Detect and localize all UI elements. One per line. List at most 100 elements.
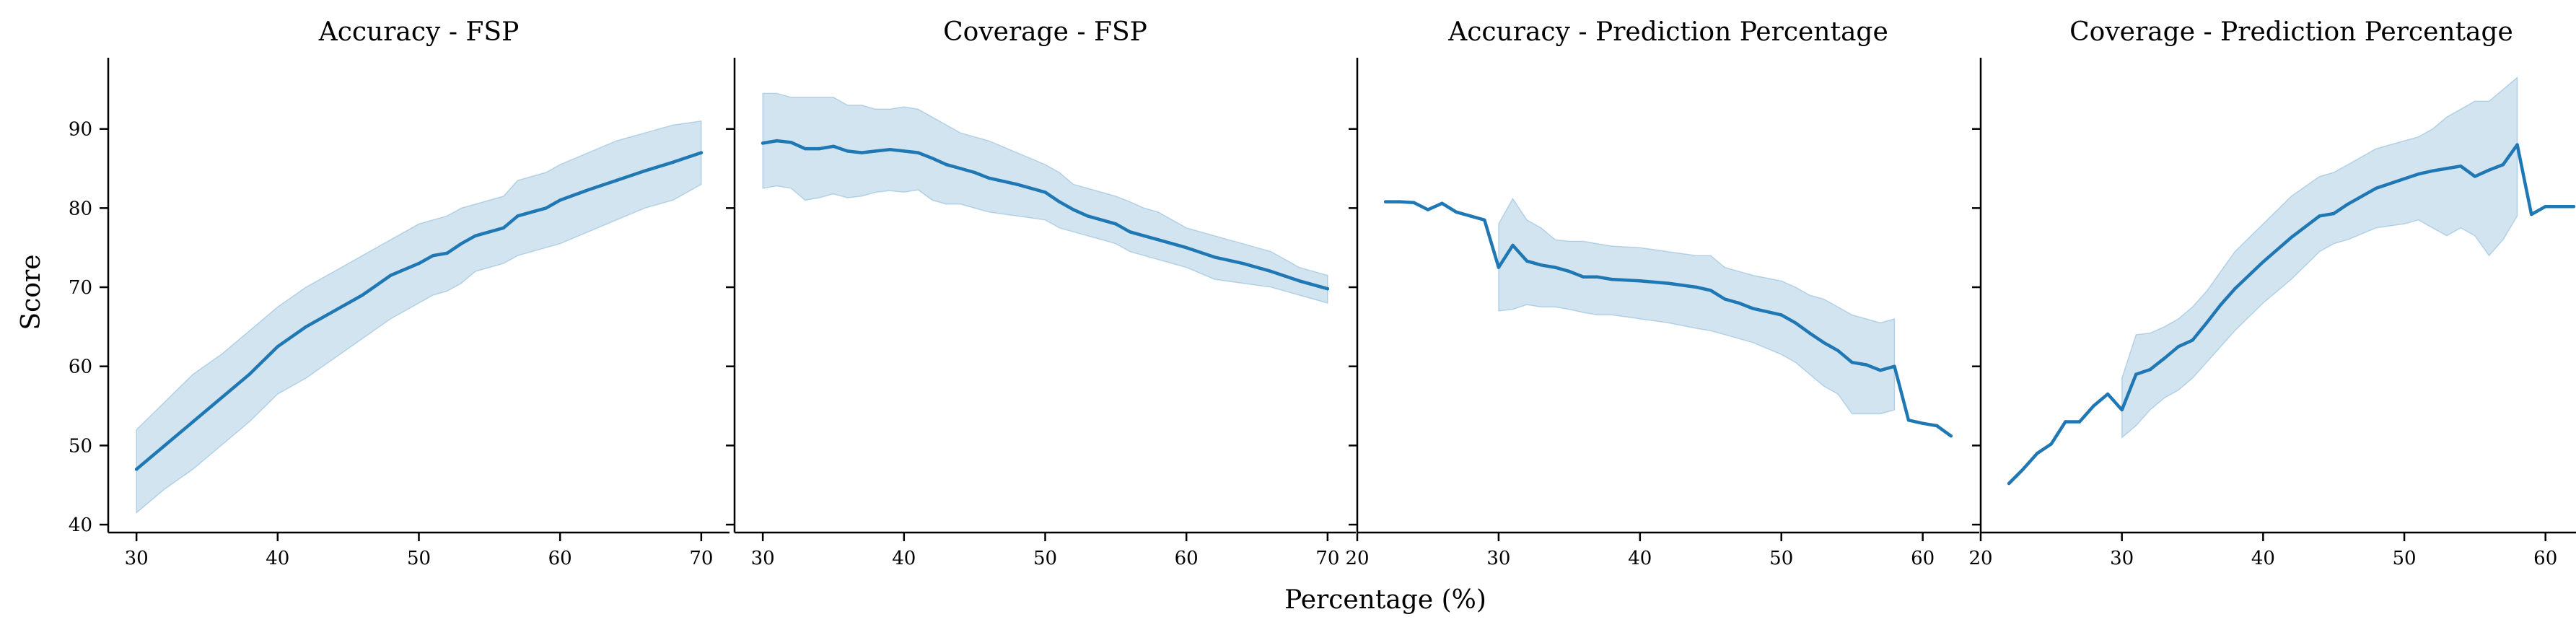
data-point: [1100, 218, 1104, 222]
data-point: [945, 162, 948, 167]
data-point: [2120, 408, 2124, 412]
data-point: [2572, 205, 2576, 209]
data-point: [2332, 211, 2336, 216]
y-tick-label: 90: [69, 119, 92, 141]
panel-title: Coverage - FSP: [943, 17, 1147, 47]
data-point: [1610, 277, 1613, 281]
x-tick-label: 30: [751, 548, 775, 569]
data-point: [1086, 214, 1090, 218]
data-point: [643, 169, 647, 172]
data-point: [1794, 321, 1797, 325]
data-point: [530, 210, 534, 214]
data-point: [2036, 452, 2039, 455]
data-point: [1057, 200, 1061, 203]
data-point: [2233, 287, 2237, 291]
data-point: [1398, 200, 1402, 203]
data-point: [2092, 404, 2095, 408]
x-tick-label: 40: [266, 548, 289, 569]
data-point: [831, 144, 836, 148]
data-point: [191, 420, 195, 424]
data-point: [916, 151, 920, 154]
data-point: [361, 293, 364, 297]
data-point: [1483, 218, 1486, 222]
x-tick-label: 50: [2392, 548, 2416, 569]
data-point: [501, 226, 506, 229]
data-point: [2530, 212, 2533, 216]
panel-title: Accuracy - FSP: [318, 17, 520, 47]
data-point: [1638, 279, 1642, 283]
data-point: [987, 176, 991, 180]
confidence-band: [136, 120, 702, 514]
data-point: [1426, 208, 1430, 211]
panel-title: Coverage - Prediction Percentage: [2069, 17, 2513, 47]
data-point: [1511, 243, 1515, 248]
data-point: [1539, 263, 1543, 267]
data-point: [2558, 205, 2562, 209]
data-point: [1384, 200, 1388, 203]
data-point: [2515, 143, 2519, 146]
data-point: [1666, 281, 1670, 285]
data-point: [1850, 361, 1854, 364]
x-tick-label: 40: [1628, 548, 1652, 569]
data-point: [2148, 367, 2152, 372]
data-point: [2219, 303, 2222, 307]
data-point: [134, 468, 139, 471]
x-tick-label: 30: [2110, 548, 2134, 569]
data-point: [2374, 186, 2378, 190]
x-tick-label: 20: [1968, 548, 1992, 569]
data-point: [1836, 349, 1840, 352]
data-point: [846, 149, 849, 153]
data-point: [2064, 420, 2067, 424]
data-point: [2007, 481, 2011, 486]
data-point: [2346, 202, 2349, 206]
data-point: [2204, 321, 2209, 325]
data-point: [1709, 289, 1712, 292]
x-tick-label: 40: [892, 548, 916, 569]
x-tick-label: 60: [548, 548, 572, 569]
data-point: [1822, 341, 1826, 344]
data-point: [417, 261, 421, 266]
data-point: [1935, 424, 1939, 428]
data-point: [699, 151, 704, 154]
data-point: [2134, 372, 2138, 376]
data-point: [1582, 275, 1585, 279]
x-tick-label: 50: [1769, 548, 1793, 569]
data-point: [1554, 266, 1557, 269]
data-point: [2318, 214, 2321, 218]
data-point: [1878, 369, 1883, 372]
data-point: [219, 396, 223, 400]
data-point: [2261, 260, 2265, 264]
data-point: [2163, 356, 2166, 360]
data-point: [1142, 234, 1146, 237]
x-tick-label: 20: [1345, 548, 1369, 569]
data-point: [1737, 301, 1741, 305]
data-point: [1326, 287, 1330, 291]
data-point: [2473, 175, 2477, 178]
y-axis-label: Score: [17, 254, 46, 330]
data-point: [761, 141, 765, 145]
data-point: [1114, 222, 1118, 226]
data-point: [789, 141, 793, 144]
data-point: [431, 254, 435, 258]
data-point: [2176, 345, 2181, 349]
data-point: [460, 242, 463, 245]
y-tick-label: 60: [69, 356, 92, 378]
x-tick-label: 60: [1175, 548, 1199, 569]
x-tick-label: 70: [1315, 548, 1339, 569]
y-tick-label: 70: [69, 277, 92, 299]
data-point: [1072, 208, 1075, 211]
data-point: [389, 273, 393, 277]
data-point: [2487, 168, 2491, 172]
data-point: [1779, 313, 1783, 317]
series-line: [2007, 143, 2576, 486]
confidence-band: [762, 92, 1328, 304]
data-point: [888, 148, 892, 152]
data-point: [902, 149, 906, 153]
data-point: [332, 309, 336, 313]
data-point: [488, 230, 491, 234]
data-point: [1567, 269, 1572, 273]
x-tick-label: 40: [2251, 548, 2275, 569]
data-point: [587, 188, 590, 192]
data-point: [958, 167, 963, 170]
